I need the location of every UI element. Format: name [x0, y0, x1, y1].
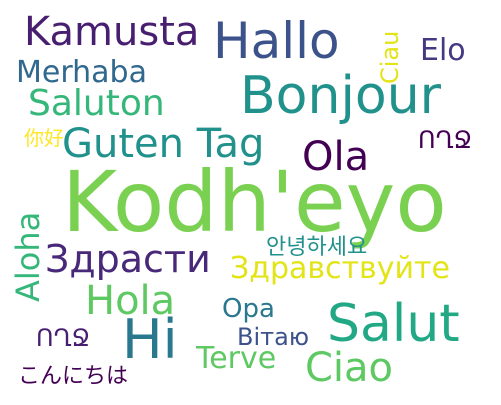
word-ciau: Ciau: [376, 30, 404, 84]
word-hallo: Hallo: [213, 12, 340, 70]
word-guten-tag: Guten Tag: [62, 121, 265, 167]
word-aloha: Aloha: [9, 211, 47, 302]
word-japanese-hello: こんにちは: [18, 364, 129, 389]
word-elo: Elo: [420, 33, 466, 68]
word-kamusta: Kamusta: [24, 9, 200, 55]
word-salut: Salut: [327, 294, 460, 354]
word-merhaba: Merhaba: [16, 55, 147, 90]
word-glyph-a: ՈՂՋ: [418, 126, 473, 154]
word-saluton: Saluton: [28, 83, 165, 124]
word-vitayu: Вітаю: [237, 323, 310, 351]
word-korean-hello: 안녕하세요: [266, 235, 368, 260]
word-glyph-b: ՈՂՋ: [36, 324, 91, 352]
word-opa: Opa: [222, 294, 275, 324]
word-hi: Hi: [122, 308, 178, 371]
word-zdravstvuyte: Здравствуйте: [230, 251, 450, 286]
word-hola: Hola: [85, 278, 176, 324]
word-ciao: Ciao: [305, 345, 394, 391]
word-terve: Terve: [196, 341, 277, 376]
word-kodheyo: Kodh'eyo: [62, 153, 447, 251]
word-bonjour: Bonjour: [240, 66, 442, 126]
word-chinese-hello: 你好: [24, 126, 64, 150]
word-ola: Ola: [302, 134, 370, 180]
word-zdrasti: Здрасти: [45, 237, 211, 281]
